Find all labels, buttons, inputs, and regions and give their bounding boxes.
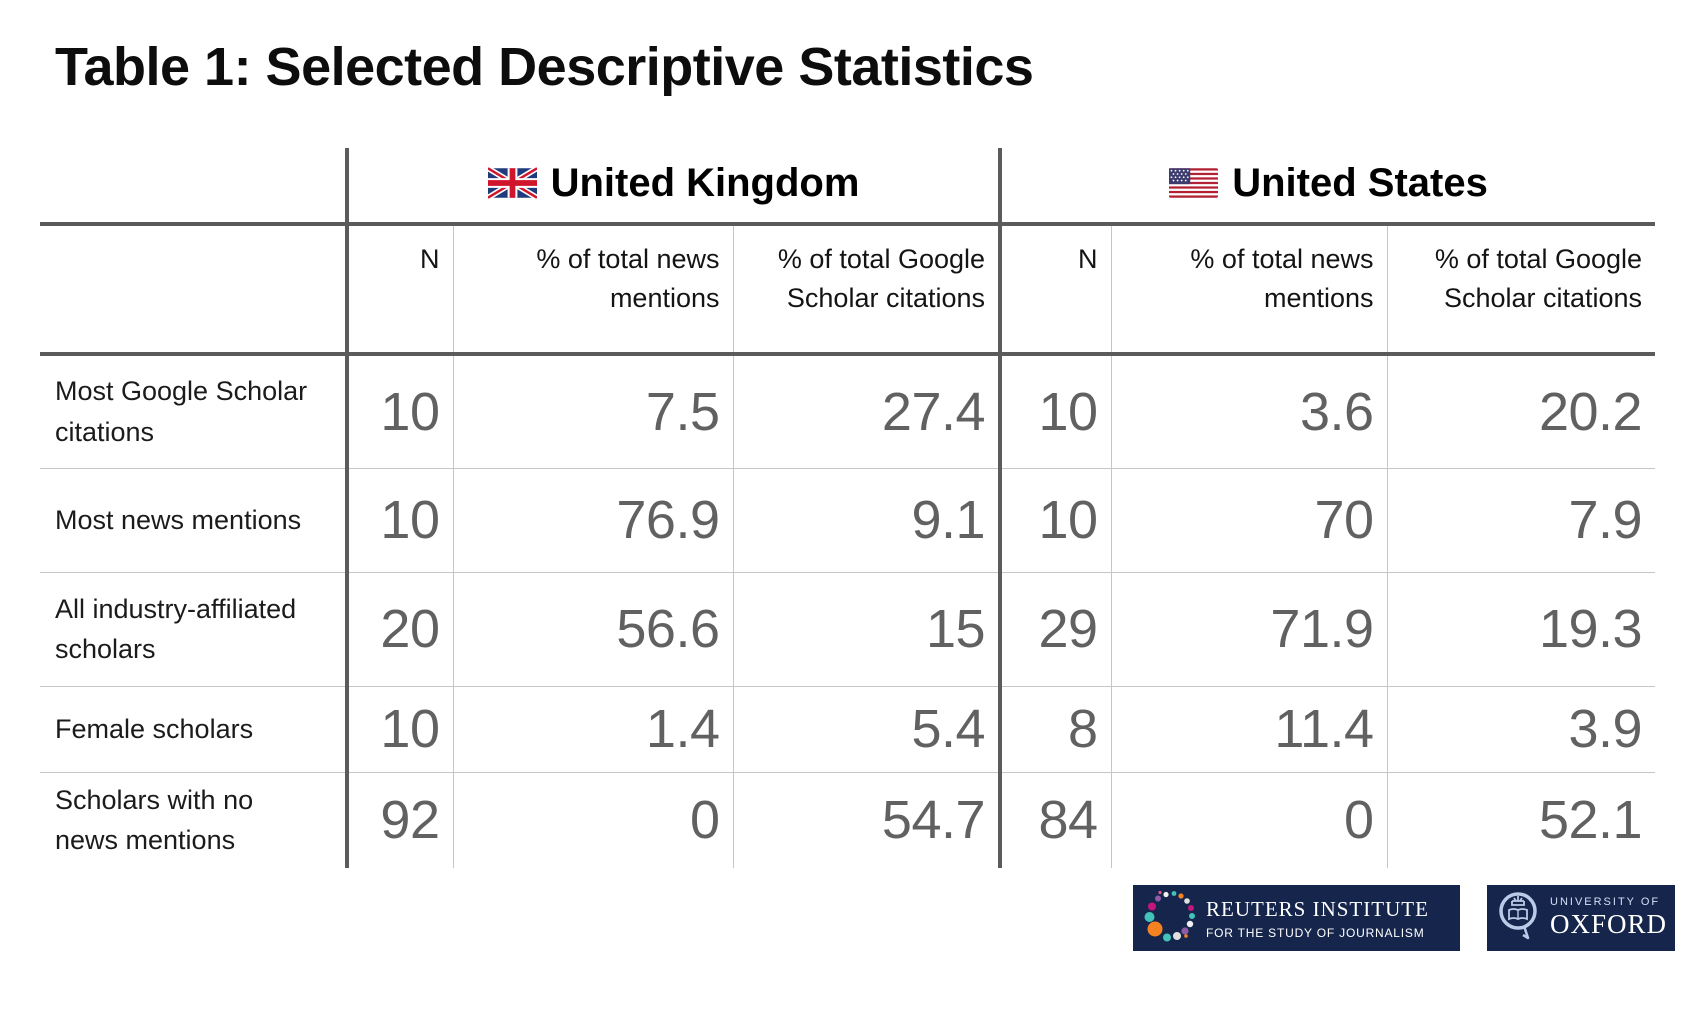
cell-us-n: 10: [998, 468, 1112, 573]
cell-uk-news: 7.5: [452, 354, 733, 469]
cell-uk-n: 10: [345, 354, 453, 469]
cell-uk-news: 76.9: [452, 468, 733, 573]
table-row: Most Google Scholar citations 10 7.5 27.…: [40, 354, 1656, 469]
label-column-spacer: [40, 224, 347, 356]
cell-us-n: 84: [998, 772, 1112, 868]
cell-uk-google: 9.1: [732, 468, 1001, 573]
uk-group-label: United Kingdom: [550, 160, 860, 205]
row-label: All industry-affiliated scholars: [40, 572, 347, 687]
cell-us-news: 3.6: [1110, 354, 1388, 469]
oxford-crest-icon: [1495, 888, 1541, 949]
cell-us-news: 70: [1110, 468, 1388, 573]
us-group-label: United States: [1232, 160, 1488, 205]
us-col-google: % of total Google Scholar citations: [1386, 224, 1656, 356]
cell-uk-google: 27.4: [732, 354, 1001, 469]
cell-us-n: 29: [998, 572, 1112, 687]
table-row: Scholars with no news mentions 92 0 54.7…: [40, 772, 1656, 868]
cell-uk-google: 5.4: [732, 686, 1001, 773]
table-row: All industry-affiliated scholars 20 56.6…: [40, 572, 1656, 687]
uk-group-header: United Kingdom: [344, 148, 1001, 226]
cell-us-news: 11.4: [1110, 686, 1388, 773]
cell-uk-n: 20: [345, 572, 453, 687]
cell-us-google: 20.2: [1386, 354, 1656, 469]
cell-uk-news: 1.4: [452, 686, 733, 773]
us-group-header: United States: [998, 148, 1656, 226]
us-col-n: N: [998, 224, 1112, 356]
uk-col-n: N: [345, 224, 453, 356]
cell-us-news: 71.9: [1110, 572, 1388, 687]
cell-us-google: 3.9: [1386, 686, 1656, 773]
cell-uk-news: 56.6: [452, 572, 733, 687]
column-header-row: N % of total news mentions % of total Go…: [40, 224, 1656, 356]
footer-logos: REUTERS INSTITUTE FOR THE STUDY OF JOURN…: [1133, 885, 1675, 951]
cell-uk-n: 10: [345, 468, 453, 573]
cell-us-google: 7.9: [1386, 468, 1656, 573]
oxford-university-logo: UNIVERSITY OF OXFORD: [1487, 885, 1675, 951]
cell-uk-google: 54.7: [732, 772, 1001, 868]
reuters-institute-logo: REUTERS INSTITUTE FOR THE STUDY OF JOURN…: [1133, 885, 1460, 951]
reuters-dots-icon: [1142, 889, 1196, 948]
cell-uk-n: 10: [345, 686, 453, 773]
uk-flag-icon: [486, 165, 539, 210]
reuters-institute-tagline: FOR THE STUDY OF JOURNALISM: [1206, 925, 1425, 940]
page-title: Table 1: Selected Descriptive Statistics: [55, 37, 1034, 97]
oxford-university-of: UNIVERSITY OF: [1550, 896, 1661, 908]
row-label: Most Google Scholar citations: [40, 354, 347, 469]
cell-us-news: 0: [1110, 772, 1388, 868]
country-header-row: United Kingdom: [40, 148, 1656, 226]
table-row: Female scholars 10 1.4 5.4 8 11.4 3.9: [40, 686, 1656, 773]
row-label: Scholars with no news mentions: [55, 784, 254, 856]
uk-col-google: % of total Google Scholar citations: [732, 224, 1001, 356]
us-col-news: % of total news mentions: [1110, 224, 1388, 356]
cell-us-google: 19.3: [1386, 572, 1656, 687]
cell-us-n: 10: [998, 354, 1112, 469]
row-label: Female scholars: [40, 686, 347, 773]
descriptive-statistics-table: United Kingdom: [40, 148, 1656, 868]
cell-uk-news: 0: [452, 772, 733, 868]
cell-uk-google: 15: [732, 572, 1001, 687]
cell-uk-n: 92: [345, 772, 453, 868]
row-label: Most news mentions: [40, 468, 347, 573]
table-row: Most news mentions 10 76.9 9.1 10 70 7.9: [40, 468, 1656, 573]
cell-us-n: 8: [998, 686, 1112, 773]
oxford-wordmark: OXFORD: [1550, 909, 1668, 939]
cell-us-google: 52.1: [1386, 772, 1656, 868]
reuters-institute-name: REUTERS INSTITUTE: [1206, 896, 1429, 921]
uk-col-news: % of total news mentions: [452, 224, 733, 356]
us-flag-icon: [1169, 165, 1219, 210]
corner-spacer: [40, 148, 347, 226]
